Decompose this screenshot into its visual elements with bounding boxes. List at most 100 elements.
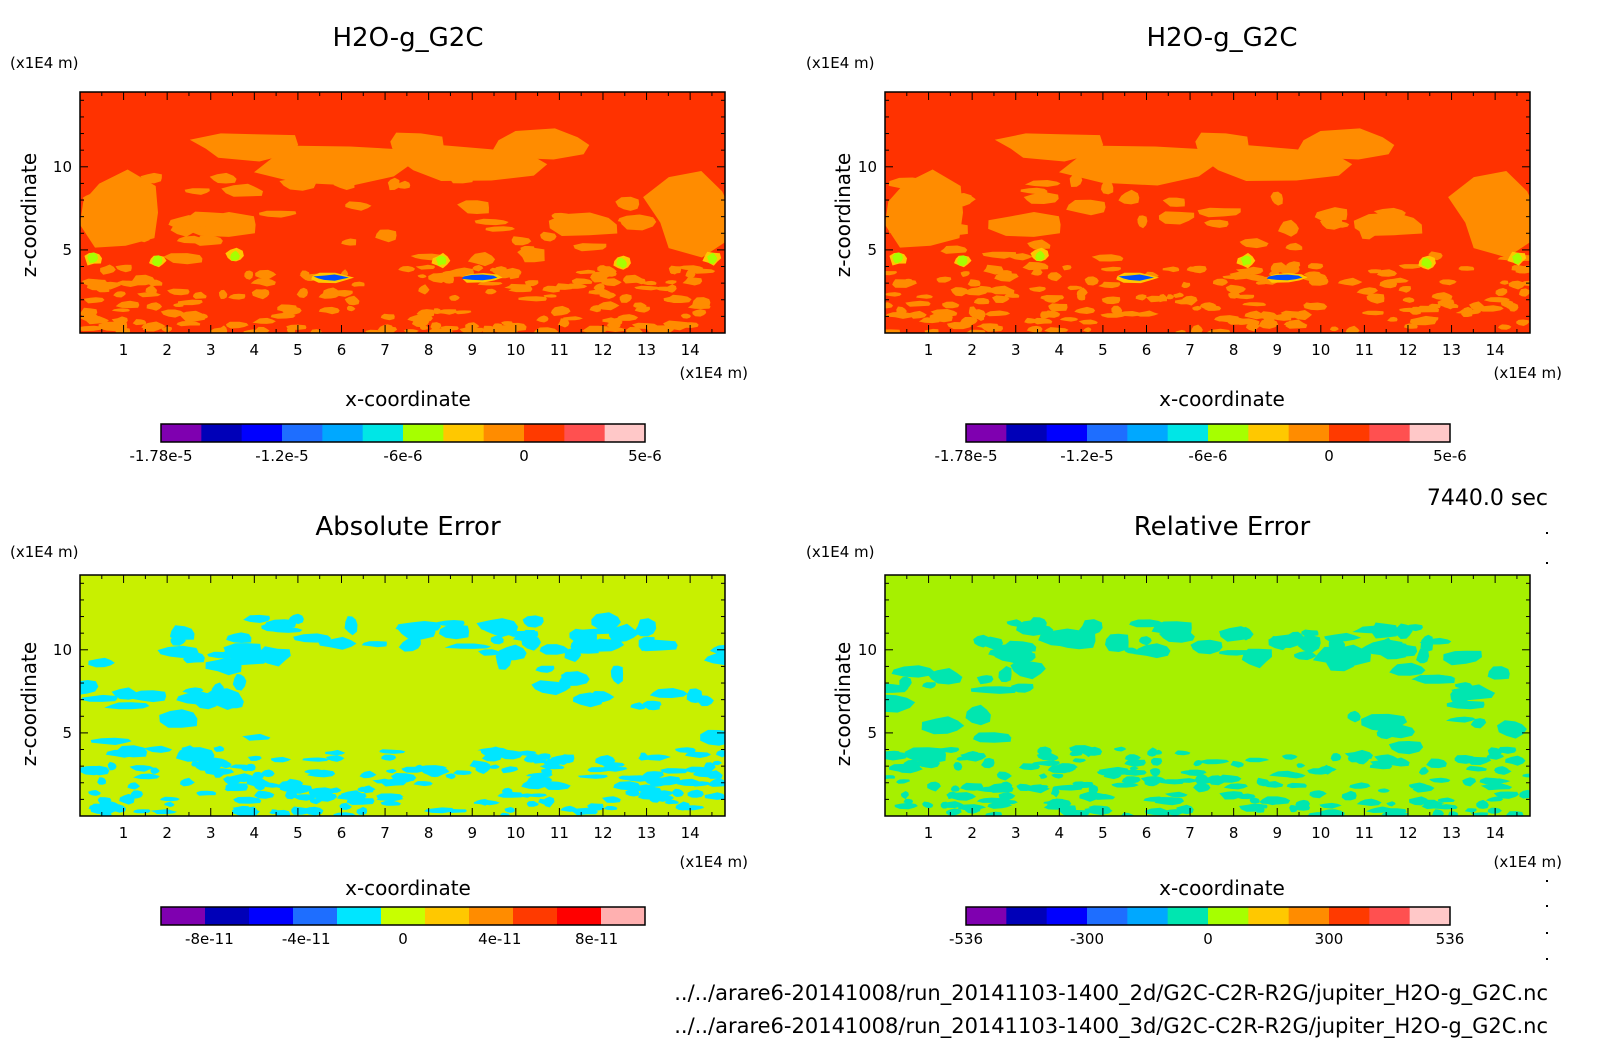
field-patch xyxy=(926,668,963,685)
field-patch xyxy=(660,768,688,774)
field-patch xyxy=(1078,781,1094,788)
field-patch xyxy=(533,327,559,333)
field-patch xyxy=(1159,779,1185,785)
field-patch xyxy=(489,764,500,769)
field-patch xyxy=(337,793,367,802)
field-patch xyxy=(1197,207,1241,218)
field-patch xyxy=(540,231,557,242)
field-patch xyxy=(250,278,276,287)
field-patch xyxy=(146,302,163,311)
field-patch xyxy=(619,216,657,231)
field-patch xyxy=(1105,633,1129,652)
colorbar-swatch xyxy=(1087,424,1128,442)
field-patch xyxy=(1487,747,1503,757)
field-patch xyxy=(1066,199,1106,216)
field-patch xyxy=(1000,270,1012,277)
field-patch xyxy=(1059,145,1216,186)
field-patch xyxy=(482,325,497,333)
field-patch xyxy=(1481,778,1511,784)
field-patch xyxy=(664,799,679,805)
field-patch xyxy=(610,665,624,685)
field-patch xyxy=(522,615,544,628)
field-patch xyxy=(504,283,531,290)
plot-frame xyxy=(884,91,1531,334)
field-patch xyxy=(523,753,546,763)
field-patch xyxy=(428,770,440,778)
field-patch xyxy=(1242,302,1266,307)
field-patch xyxy=(1319,802,1342,809)
field-patch xyxy=(107,761,117,771)
field-patch xyxy=(1031,760,1060,767)
field-patch xyxy=(80,680,99,695)
colorbar-label: -6e-6 xyxy=(1188,447,1227,465)
field-patch xyxy=(1512,252,1523,265)
colorbar-swatch xyxy=(1127,907,1169,925)
field-patch xyxy=(287,613,304,625)
x-axis-label: x-coordinate xyxy=(345,387,471,411)
field-patch xyxy=(597,265,608,273)
x-axis-label: x-coordinate xyxy=(1159,876,1285,900)
field-patch xyxy=(1356,798,1382,806)
field-patch xyxy=(922,801,934,809)
field-patch xyxy=(557,318,570,328)
colorbar-swatch xyxy=(201,424,243,442)
field-patch xyxy=(1487,666,1510,680)
field-patch xyxy=(205,657,242,676)
field-patch xyxy=(1507,237,1521,246)
field-patch xyxy=(1469,301,1485,311)
field-patch xyxy=(1069,751,1083,757)
x-tick-label: 8 xyxy=(424,824,434,842)
field-patch xyxy=(692,771,709,776)
field-patch xyxy=(1046,754,1059,761)
field-patch xyxy=(133,773,160,780)
field-patch xyxy=(1020,187,1048,195)
field-patch xyxy=(83,327,93,331)
field-patch xyxy=(313,274,349,281)
field-patch xyxy=(1301,629,1319,637)
field-patch xyxy=(286,324,307,330)
field-patch xyxy=(587,803,604,811)
field-patch xyxy=(1263,315,1275,325)
colorbar-label: -8e-11 xyxy=(185,930,234,948)
field-patch xyxy=(1443,303,1459,309)
field-patch xyxy=(638,636,655,652)
field-patch xyxy=(1181,281,1191,288)
field-patch xyxy=(292,794,317,801)
field-patch xyxy=(634,306,651,313)
colorbar-swatch xyxy=(1288,424,1330,442)
field-patch xyxy=(1314,207,1348,222)
field-patch xyxy=(1024,317,1036,324)
x-tick-label: 6 xyxy=(337,824,347,842)
field-patch xyxy=(634,277,646,285)
field-patch xyxy=(184,188,210,195)
field-patch xyxy=(1101,180,1114,195)
field-patch xyxy=(177,299,203,306)
y-unit-label: (x1E4 m) xyxy=(10,54,79,72)
field-patch xyxy=(940,245,968,254)
field-patch xyxy=(1165,294,1174,300)
field-patch xyxy=(1377,788,1390,793)
field-patch xyxy=(243,329,260,333)
colorbar-label: 536 xyxy=(1436,930,1465,948)
field-patch xyxy=(243,614,270,623)
field-patch xyxy=(229,764,248,769)
field-patch xyxy=(380,800,402,806)
field-patch xyxy=(1481,222,1494,235)
file-path-1: ../../arare6-20141008/run_20141103-1400_… xyxy=(674,981,1548,1006)
field-patch xyxy=(495,649,512,670)
field-patch xyxy=(1129,619,1164,628)
y-unit-label: (x1E4 m) xyxy=(806,543,875,561)
field-patch xyxy=(115,264,132,273)
field-patch xyxy=(564,648,582,662)
field-patch xyxy=(970,686,1017,694)
field-patch xyxy=(90,737,132,745)
field-patch xyxy=(616,314,639,321)
field-patch xyxy=(965,704,991,726)
field-patch xyxy=(994,272,1019,282)
field-patch xyxy=(1396,623,1413,639)
field-patch xyxy=(1281,754,1298,760)
field-patch xyxy=(246,777,270,788)
x-tick-label: 3 xyxy=(1011,824,1021,842)
field-patch xyxy=(595,755,616,765)
x-tick-label: 4 xyxy=(1055,341,1065,359)
